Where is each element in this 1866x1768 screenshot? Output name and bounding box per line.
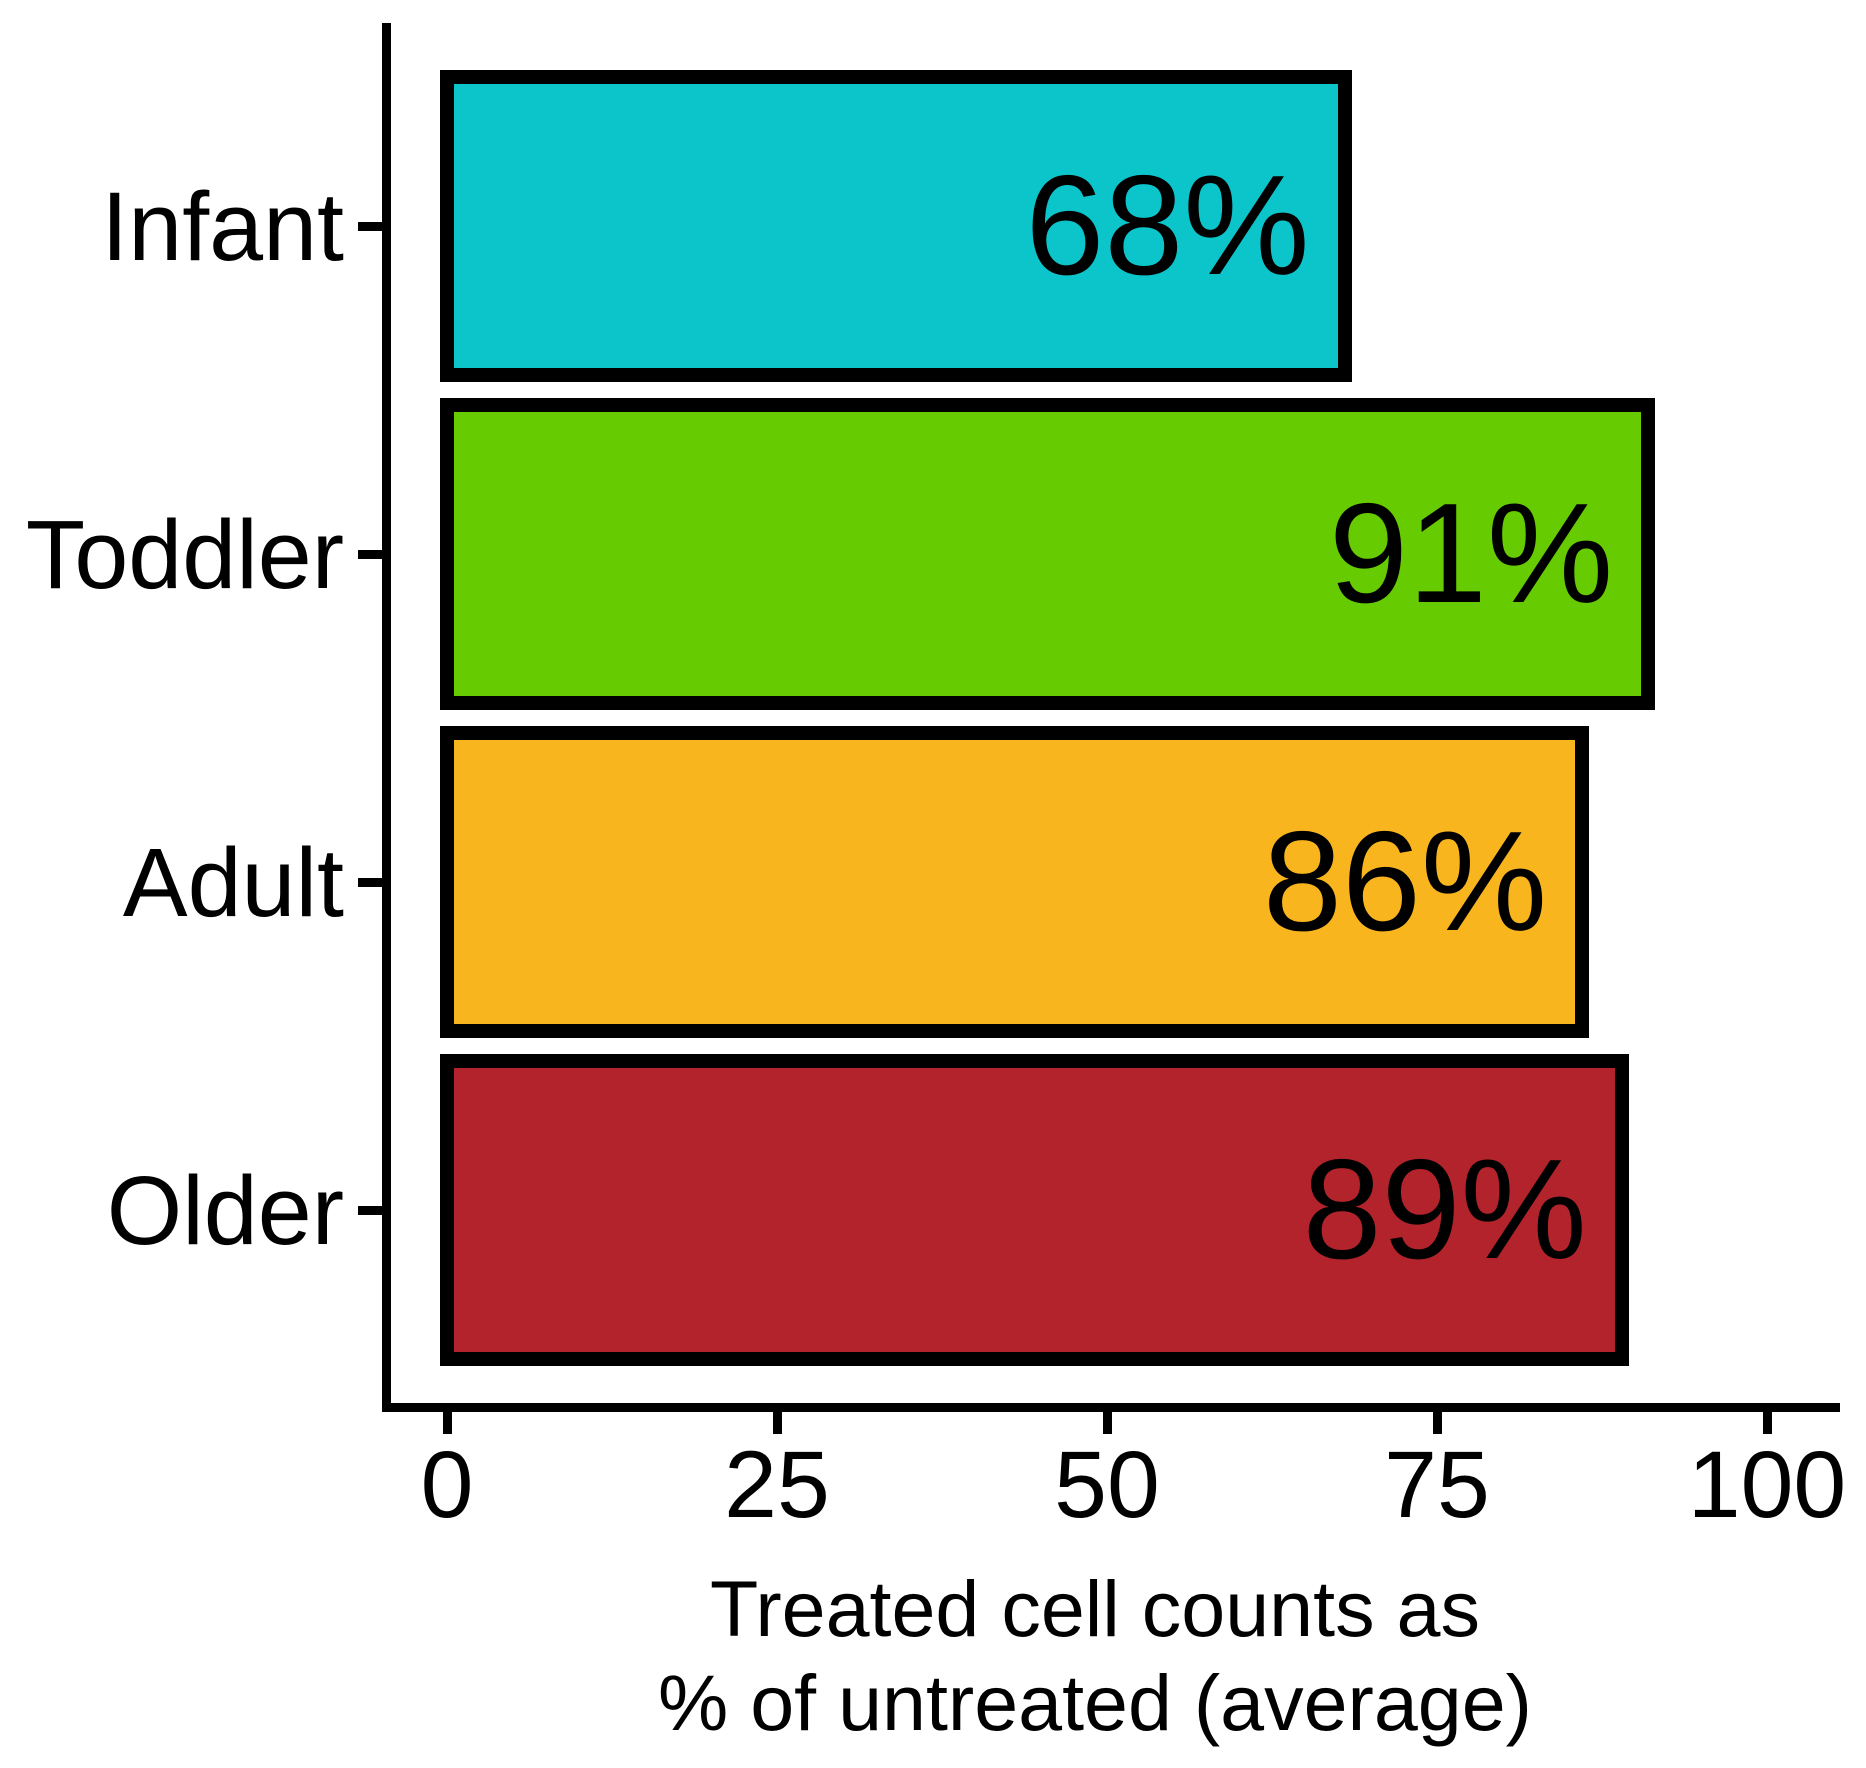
x-tick-mark: [1102, 1412, 1112, 1434]
x-axis-title: Treated cell counts as % of untreated (a…: [430, 1562, 1760, 1750]
bar-value-label: 86%: [1262, 802, 1548, 961]
x-tick-label: 75: [1384, 1432, 1490, 1538]
category-label-infant: Infant: [101, 171, 344, 281]
category-label-adult: Adult: [122, 827, 344, 937]
x-tick-label: 25: [724, 1432, 830, 1538]
y-tick-mark: [358, 549, 382, 559]
x-tick-label: 0: [420, 1432, 474, 1538]
x-tick-mark: [1762, 1412, 1772, 1434]
x-axis-title-line1: Treated cell counts as: [710, 1564, 1480, 1653]
bar-older: 89%: [440, 1054, 1629, 1366]
bar-value-label: 91%: [1328, 474, 1614, 633]
category-label-toddler: Toddler: [25, 499, 344, 609]
bar-value-label: 89%: [1302, 1130, 1587, 1289]
bar-infant: 68%: [440, 70, 1352, 382]
x-tick-label: 100: [1687, 1432, 1847, 1538]
bar-toddler: 91%: [440, 398, 1656, 710]
bar-value-label: 68%: [1025, 146, 1310, 305]
y-tick-mark: [358, 1205, 382, 1215]
y-tick-mark: [358, 877, 382, 887]
x-tick-mark: [442, 1412, 452, 1434]
x-tick-mark: [772, 1412, 782, 1434]
category-label-older: Older: [106, 1155, 344, 1265]
y-axis-spine: [382, 23, 391, 1412]
x-tick-mark: [1432, 1412, 1442, 1434]
bar-adult: 86%: [440, 726, 1590, 1038]
x-axis-title-line2: % of untreated (average): [658, 1658, 1532, 1747]
x-axis-spine: [382, 1403, 1840, 1412]
y-tick-mark: [358, 221, 382, 231]
x-tick-label: 50: [1054, 1432, 1160, 1538]
